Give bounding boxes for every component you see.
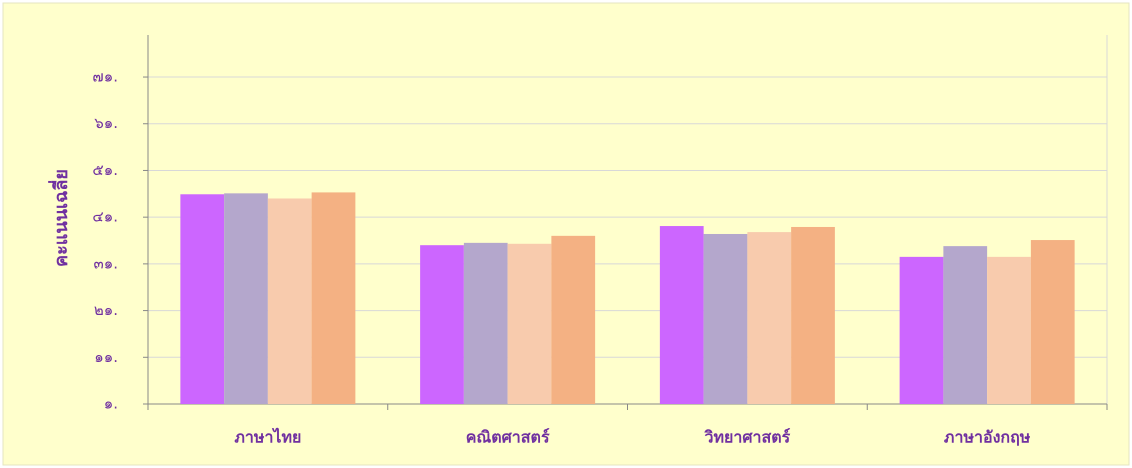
bar — [507, 243, 552, 404]
bar — [267, 198, 312, 404]
y-tick-label: ๔๑. — [92, 208, 118, 226]
y-tick-label: ๑๑. — [94, 348, 118, 366]
bar — [659, 226, 704, 404]
bar — [943, 246, 988, 404]
x-tick-label: ภาษาไทย — [234, 428, 301, 447]
y-tick-label: ๓๑. — [93, 254, 118, 272]
bar — [551, 235, 596, 404]
y-axis-label: คะแนนเฉลี่ย — [48, 169, 72, 267]
bar — [1030, 240, 1075, 404]
bar — [180, 194, 225, 404]
bar — [987, 256, 1031, 404]
y-tick-label: ๕๑. — [92, 161, 118, 179]
y-tick-label: ๑. — [104, 395, 118, 413]
bar — [791, 226, 835, 404]
bar — [703, 233, 748, 404]
y-tick-label: ๖๑. — [94, 114, 118, 132]
x-tick-label: คณิตศาสตร์ — [466, 428, 550, 447]
y-tick-label: ๒๑. — [94, 301, 118, 319]
bar — [899, 256, 944, 404]
bar — [420, 245, 464, 404]
x-tick-label: วิทยาศาสตร์ — [703, 428, 790, 447]
bar — [747, 232, 792, 404]
bar — [463, 242, 508, 404]
y-tick-label: ๗๑. — [92, 68, 118, 86]
bar — [311, 192, 356, 404]
x-tick-label: ภาษาอังกฤษ — [944, 428, 1031, 447]
bar — [224, 193, 268, 404]
